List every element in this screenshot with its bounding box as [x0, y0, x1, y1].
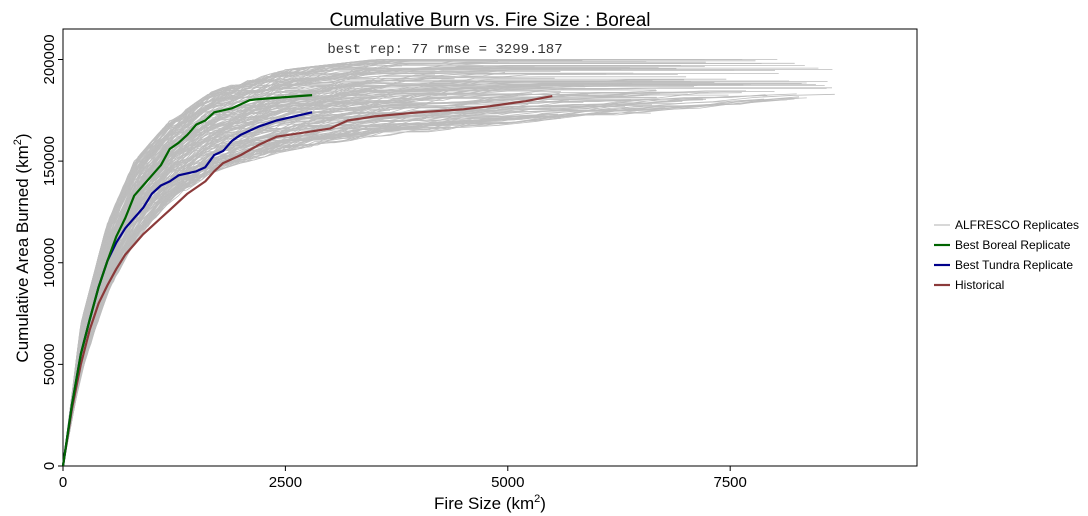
replicate-line — [62, 127, 410, 467]
best-boreal-line — [61, 94, 313, 467]
replicate-line — [62, 110, 474, 467]
replicate-line — [62, 125, 451, 467]
legend-item-best-tundra: Best Tundra Replicate — [934, 258, 1073, 272]
chart-title: Cumulative Burn vs. Fire Size : Boreal — [329, 10, 650, 31]
x-tick-label: 2500 — [269, 474, 302, 491]
replicate-line — [62, 94, 415, 467]
replicate-line — [62, 121, 462, 467]
replicate-line — [62, 109, 444, 467]
replicate-line — [62, 97, 447, 467]
replicate-line — [62, 84, 751, 467]
replicate-line — [62, 127, 449, 467]
replicate-line — [62, 73, 580, 467]
y-axis-title-end: ) — [13, 133, 32, 139]
x-axis-title-main: Fire Size (km — [434, 494, 534, 513]
legend-label: Best Tundra Replicate — [955, 258, 1073, 272]
replicate-line — [62, 104, 652, 467]
y-axis-title-sup: 2 — [12, 139, 24, 145]
replicate-line — [62, 92, 560, 467]
replicate-line — [62, 105, 643, 467]
chart-annotation: best rep: 77 rmse = 3299.187 — [327, 42, 562, 58]
y-axis: 0 50000 100000 150000 200000 — [41, 34, 63, 470]
replicate-line — [62, 81, 549, 467]
replicate-line — [62, 96, 553, 467]
replicate-line — [62, 121, 486, 467]
x-axis: 0 2500 5000 7500 — [59, 466, 747, 491]
replicate-line — [62, 121, 459, 467]
legend-item-best-boreal: Best Boreal Replicate — [934, 238, 1071, 252]
y-axis-title-main: Cumulative Area Burned (km — [13, 145, 32, 362]
replicate-line — [62, 88, 619, 467]
replicate-line — [62, 86, 553, 467]
replicate-line — [62, 61, 706, 467]
replicate-line — [62, 103, 529, 467]
y-tick-label: 200000 — [41, 34, 58, 84]
historical-line — [61, 95, 553, 467]
replicate-line — [62, 67, 819, 467]
replicate-line — [62, 122, 469, 467]
legend-label: Historical — [955, 278, 1004, 292]
x-tick-label: 7500 — [714, 474, 747, 491]
legend-label: ALFRESCO Replicates — [955, 218, 1079, 232]
replicate-line — [62, 118, 561, 467]
x-axis-title: Fire Size (km2) — [434, 493, 546, 513]
replicate-line — [62, 95, 565, 467]
plot-frame — [62, 28, 918, 467]
replicate-line — [62, 124, 392, 467]
replicate-line — [62, 117, 405, 467]
legend: ALFRESCO Replicates Best Boreal Replicate… — [934, 218, 1079, 292]
x-axis-title-end: ) — [540, 494, 546, 513]
replicate-line — [62, 69, 622, 467]
replicate-line — [62, 74, 435, 467]
replicate-line — [62, 93, 533, 467]
replicate-line — [62, 71, 506, 467]
replicate-line — [62, 94, 518, 467]
y-tick-label: 150000 — [41, 136, 58, 186]
x-axis-title-sup: 2 — [534, 493, 540, 505]
plot-area — [61, 28, 918, 467]
replicate-line — [62, 94, 589, 467]
replicate-line — [62, 118, 427, 467]
replicate-line — [62, 103, 733, 467]
replicate-line — [62, 127, 408, 467]
replicate-line — [62, 127, 399, 467]
y-tick-label: 0 — [41, 462, 58, 470]
legend-item-alfresco-replicates: ALFRESCO Replicates — [934, 218, 1079, 232]
replicate-line — [62, 106, 656, 467]
series-layer — [61, 94, 553, 467]
y-tick-label: 50000 — [41, 344, 58, 386]
replicate-line — [62, 99, 569, 467]
replicate-line — [62, 107, 447, 467]
replicate-line — [62, 86, 586, 467]
replicates-layer — [62, 59, 835, 467]
x-tick-label: 0 — [59, 474, 67, 491]
replicate-line — [62, 78, 727, 467]
replicate-line — [62, 65, 805, 467]
replicate-line — [62, 91, 561, 467]
replicate-line — [62, 59, 660, 467]
replicate-line — [62, 110, 513, 467]
y-tick-label: 100000 — [41, 238, 58, 288]
replicate-line — [62, 106, 443, 467]
x-tick-label: 5000 — [491, 474, 524, 491]
y-axis-title: Cumulative Area Burned (km2) — [12, 133, 32, 362]
legend-item-historical: Historical — [934, 278, 1004, 292]
legend-label: Best Boreal Replicate — [955, 238, 1071, 252]
